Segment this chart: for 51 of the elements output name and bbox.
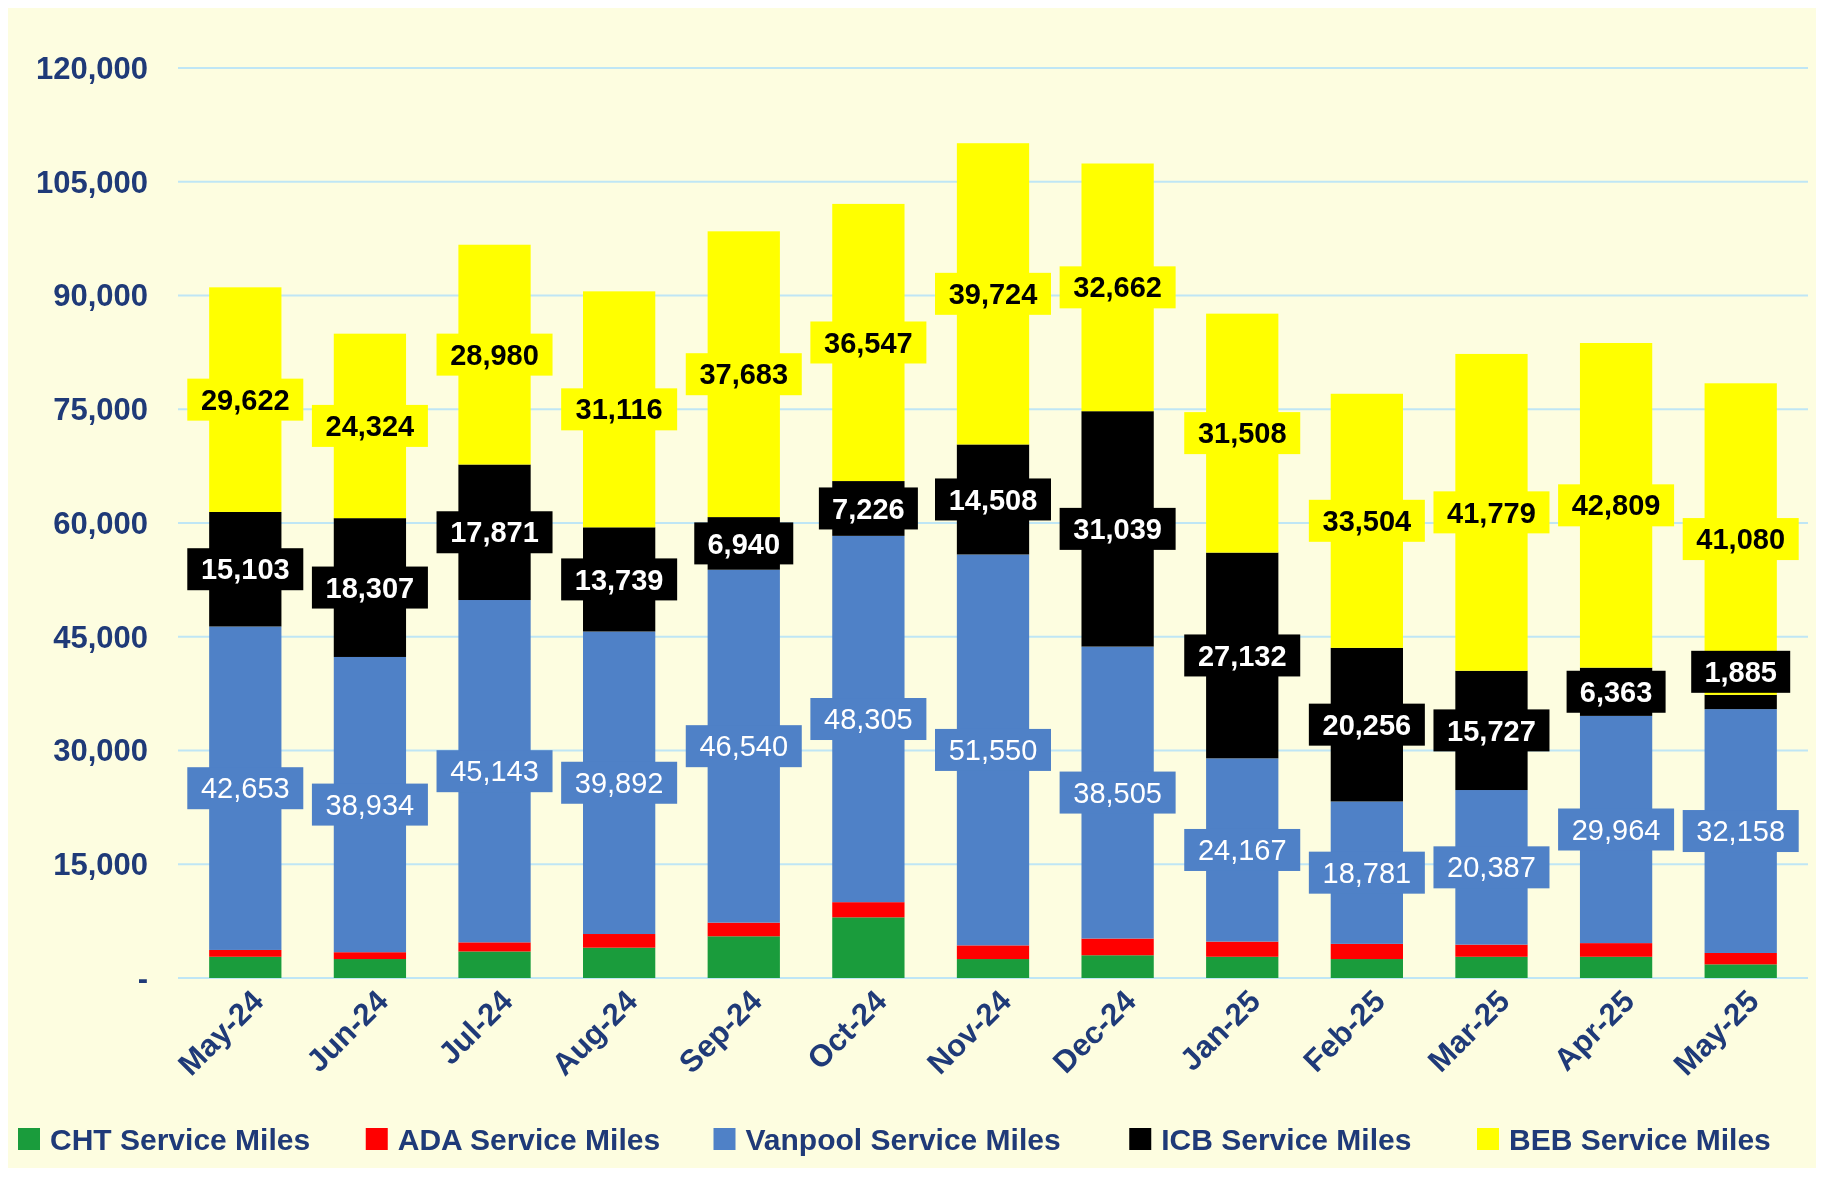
data-label: 18,307 [325, 571, 415, 604]
data-label: 15,727 [1447, 714, 1536, 747]
data-label: 27,132 [1197, 639, 1287, 672]
y-tick-label: 120,000 [35, 50, 148, 86]
data-label: 38,934 [325, 788, 415, 821]
data-label: 31,039 [1073, 513, 1162, 546]
y-tick-label: - [137, 960, 148, 996]
y-tick-label: 45,000 [53, 619, 148, 655]
data-label: 42,809 [1571, 489, 1661, 522]
data-label: 45,143 [450, 755, 539, 788]
data-label: 39,892 [574, 766, 664, 799]
data-label: 36,547 [824, 326, 913, 359]
data-label: 39,724 [948, 277, 1038, 310]
data-label: 20,256 [1322, 708, 1412, 741]
data-label: 6,363 [1579, 675, 1653, 708]
legend-label: ICB Service Miles [1161, 1122, 1412, 1156]
data-label: 31,116 [575, 393, 663, 426]
data-label: 15,103 [200, 553, 290, 586]
y-tick-label: 30,000 [53, 733, 148, 769]
data-label: 28,980 [450, 338, 539, 371]
legend-label: Vanpool Service Miles [745, 1122, 1061, 1156]
data-label: 46,540 [699, 730, 789, 763]
legend-label: ADA Service Miles [397, 1122, 661, 1156]
data-label: 33,504 [1322, 504, 1412, 537]
y-tick-label: 15,000 [53, 847, 148, 883]
data-label: 32,158 [1696, 815, 1786, 848]
y-tick-label: 60,000 [53, 505, 148, 541]
data-label: 41,779 [1447, 496, 1536, 529]
data-label: 48,305 [824, 703, 913, 736]
data-label: 42,653 [200, 772, 290, 805]
legend-label: CHT Service Miles [50, 1122, 311, 1156]
data-label: 32,662 [1073, 271, 1162, 304]
data-label: 20,387 [1447, 851, 1536, 884]
data-label: 24,167 [1197, 834, 1287, 867]
data-label: 37,683 [699, 358, 789, 391]
data-label: 31,508 [1197, 417, 1287, 450]
data-label: 1,885 [1704, 655, 1777, 688]
data-label: 13,739 [574, 563, 664, 596]
y-tick-label: 90,000 [53, 278, 148, 314]
data-label: 14,508 [948, 483, 1038, 516]
data-label: 41,080 [1696, 523, 1786, 556]
data-label: 51,550 [948, 734, 1038, 767]
y-tick-label: 105,000 [35, 164, 148, 200]
data-label: 24,324 [325, 410, 415, 443]
data-label: 18,781 [1322, 856, 1412, 889]
data-label: 17,871 [450, 516, 539, 549]
data-label: 29,964 [1571, 813, 1661, 846]
data-label: 38,505 [1073, 776, 1162, 809]
data-label: 29,622 [200, 383, 290, 416]
y-tick-label: 75,000 [53, 392, 148, 428]
legend-label: BEB Service Miles [1509, 1122, 1771, 1156]
